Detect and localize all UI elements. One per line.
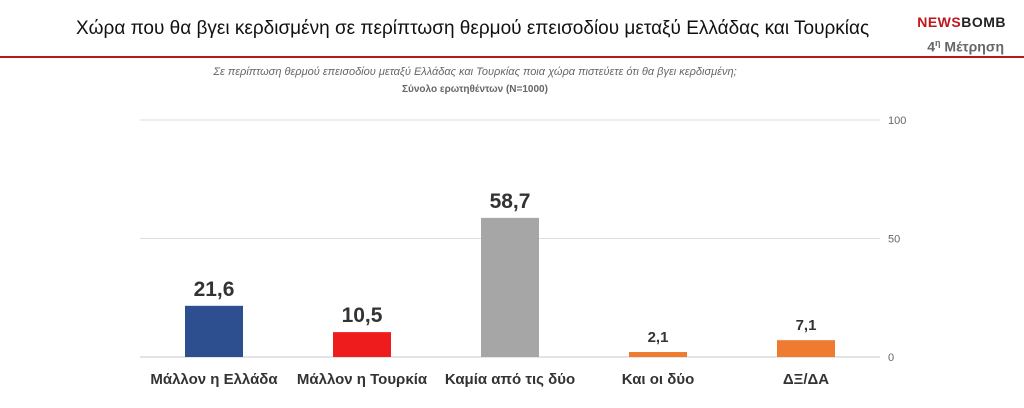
y-tick-label: 0 xyxy=(888,352,894,364)
brand-logo: NEWSBOMB xyxy=(917,14,1006,30)
data-label: 7,1 xyxy=(796,317,817,334)
measurement-word: Μέτρηση xyxy=(940,38,1004,55)
data-label: 21,6 xyxy=(194,278,235,301)
x-tick-label: Και οι δύο xyxy=(622,371,695,388)
y-tick-label: 50 xyxy=(888,234,900,246)
x-tick-label: Μάλλον η Ελλάδα xyxy=(150,371,278,388)
data-label: 10,5 xyxy=(342,304,383,327)
page-title: Χώρα που θα βγει κερδισμένη σε περίπτωση… xyxy=(76,18,870,39)
brand-logo-part2: BOMB xyxy=(961,14,1006,30)
measurement-number: 4 xyxy=(927,38,936,55)
data-label: 58,7 xyxy=(490,190,531,213)
bar xyxy=(481,217,539,357)
bar xyxy=(629,352,687,357)
x-tick-label: Καμία από τις δύο xyxy=(445,371,575,388)
x-tick-label: ΔΞ/ΔΑ xyxy=(783,371,829,388)
bar xyxy=(333,332,391,357)
measurement-superscript: η xyxy=(935,38,941,48)
chart-sample-size: Σύνολο ερωτηθέντων (Ν=1000) xyxy=(402,84,548,95)
measurement-label: 4η Μέτρηση xyxy=(927,38,1004,55)
y-tick-label: 100 xyxy=(888,115,906,127)
bar xyxy=(777,340,835,357)
x-tick-label: Μάλλον η Τουρκία xyxy=(297,371,428,388)
chart-question: Σε περίπτωση θερμού επεισοδίου μεταξύ Ελ… xyxy=(213,66,737,78)
brand-logo-part1: NEWS xyxy=(917,14,962,30)
data-label: 2,1 xyxy=(648,329,669,346)
bar xyxy=(185,305,243,357)
header-divider xyxy=(0,56,1024,58)
